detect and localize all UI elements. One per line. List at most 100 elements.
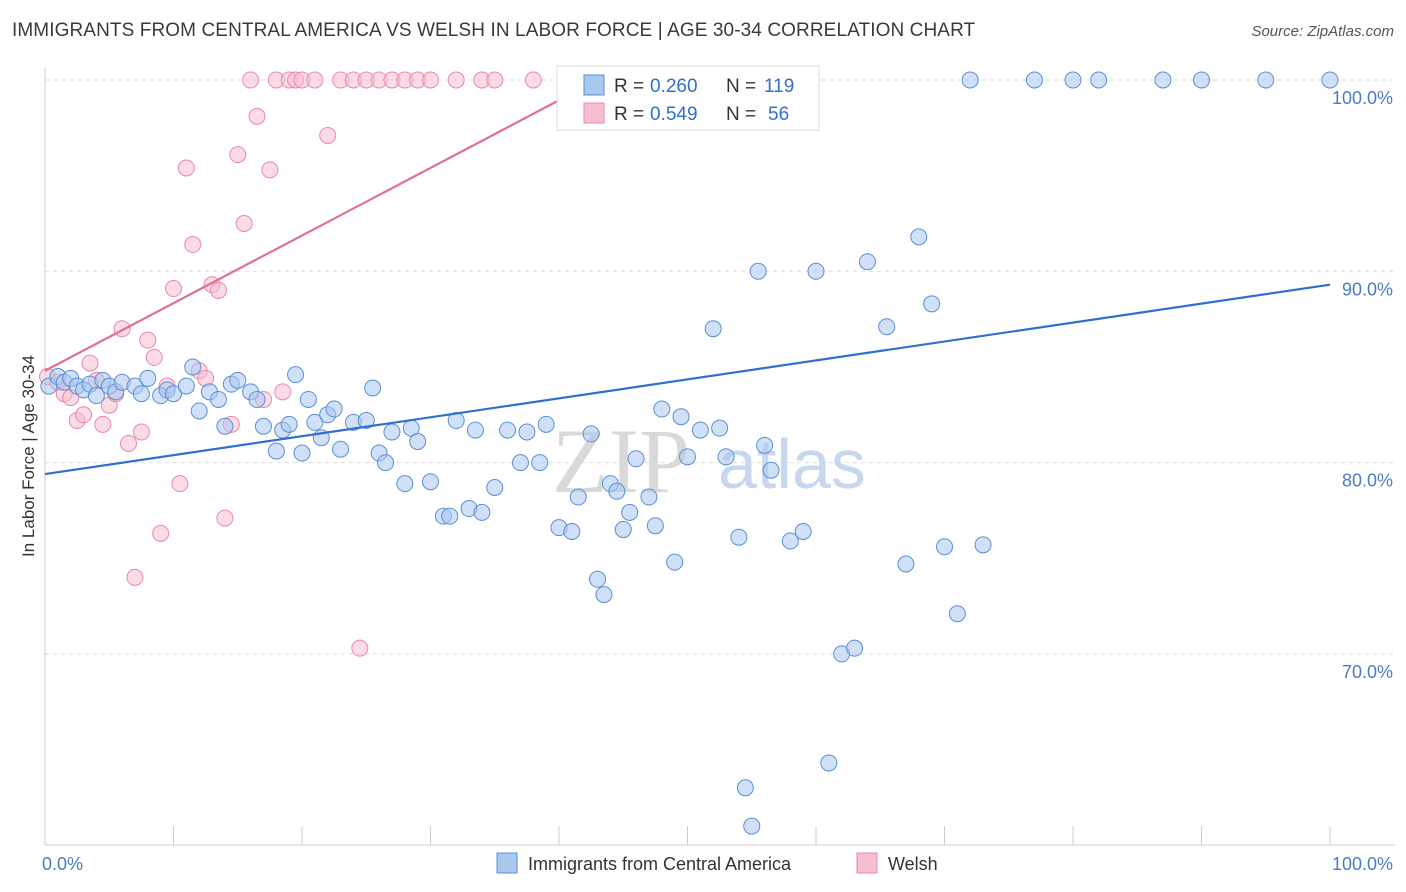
point-central-america <box>466 421 484 439</box>
point-central-america <box>1064 71 1082 89</box>
point-central-america <box>216 417 234 435</box>
point-welsh <box>422 71 439 89</box>
point-central-america <box>736 779 754 797</box>
point-welsh <box>486 71 504 89</box>
stats-n-value-pink: 56 <box>768 104 789 125</box>
point-central-america <box>531 454 549 472</box>
point-central-america <box>672 408 690 426</box>
point-central-america <box>621 503 639 521</box>
point-welsh <box>94 415 112 433</box>
point-central-america <box>422 473 439 491</box>
point-central-america <box>441 507 459 525</box>
point-central-america <box>287 366 305 384</box>
point-central-america <box>878 318 896 336</box>
point-welsh <box>132 423 150 441</box>
point-central-america <box>704 320 722 338</box>
point-welsh <box>120 434 138 452</box>
point-central-america <box>781 532 799 550</box>
point-welsh <box>184 236 202 254</box>
point-central-america <box>936 538 953 556</box>
point-central-america <box>364 379 382 397</box>
point-welsh <box>447 71 465 89</box>
point-central-america <box>132 385 150 403</box>
point-welsh <box>209 281 227 299</box>
stats-r-label-blue: R = <box>614 76 644 97</box>
stats-n-label-pink: N = <box>726 104 756 125</box>
point-central-america <box>730 528 748 546</box>
gridlines <box>45 79 1395 655</box>
point-central-america <box>357 412 375 430</box>
point-welsh <box>235 214 253 232</box>
point-central-america <box>280 415 298 433</box>
trend-lines <box>44 79 1331 476</box>
source-credit: Source: ZipAtlas.com <box>1251 23 1394 40</box>
point-welsh <box>242 71 260 89</box>
x-tick-label-max: 100.0% <box>1332 854 1393 874</box>
point-central-america <box>377 454 395 472</box>
point-central-america <box>679 448 696 466</box>
stats-box: R = 0.260 N = 119 R = 0.549 N = 56 <box>556 65 820 131</box>
point-central-america <box>248 390 266 408</box>
point-central-america <box>589 570 607 588</box>
stats-swatch-pink <box>583 102 605 124</box>
point-central-america <box>184 358 202 376</box>
point-welsh <box>81 354 99 372</box>
point-central-america <box>190 402 208 420</box>
point-central-america <box>537 415 555 433</box>
tick-labels: 70.0% 80.0% 90.0% 100.0% 0.0% 100.0% <box>42 88 1393 874</box>
point-welsh <box>145 348 163 366</box>
stats-swatch-blue <box>583 74 605 96</box>
point-welsh <box>274 383 292 401</box>
point-central-america <box>1025 71 1043 89</box>
trend-line-central-america <box>44 283 1331 476</box>
watermark-atlas: atlas <box>718 425 866 503</box>
point-central-america <box>87 387 105 405</box>
legend-label-pink: Welsh <box>888 854 938 874</box>
point-central-america <box>846 639 864 657</box>
point-central-america <box>1090 71 1108 89</box>
point-welsh <box>216 509 234 527</box>
point-central-america <box>743 817 761 835</box>
y-axis-label: In Labor Force | Age 30-34 <box>19 355 38 557</box>
point-welsh <box>139 331 157 349</box>
point-central-america <box>948 605 966 623</box>
point-central-america <box>749 262 767 280</box>
legend-swatch-pink <box>856 852 878 874</box>
point-central-america <box>820 754 838 772</box>
point-central-america <box>306 413 324 431</box>
point-welsh <box>126 568 144 586</box>
legend-swatch-blue <box>496 852 518 874</box>
point-central-america <box>627 450 645 468</box>
point-welsh <box>171 475 189 493</box>
point-central-america <box>858 253 876 271</box>
point-central-america <box>139 369 157 387</box>
point-central-america <box>640 488 658 506</box>
y-tick-label: 90.0% <box>1342 279 1393 299</box>
point-central-america <box>807 262 825 280</box>
stats-r-value-blue: 0.260 <box>650 76 698 97</box>
point-central-america <box>794 522 812 540</box>
point-welsh <box>177 159 195 177</box>
point-central-america <box>1193 71 1210 89</box>
point-central-america <box>569 488 587 506</box>
point-central-america <box>646 517 664 535</box>
stats-r-value-pink: 0.549 <box>650 104 698 125</box>
point-central-america <box>910 228 928 246</box>
point-central-america <box>177 377 195 395</box>
point-central-america <box>499 421 517 439</box>
trend-line-welsh <box>44 79 599 372</box>
point-welsh <box>229 146 247 164</box>
stats-n-label-blue: N = <box>726 76 756 97</box>
point-central-america <box>691 421 709 439</box>
point-central-america <box>486 478 504 496</box>
data-points <box>39 71 1339 835</box>
point-central-america <box>974 536 992 554</box>
point-central-america <box>961 71 979 89</box>
stats-n-value-blue: 119 <box>764 76 794 97</box>
point-central-america <box>1154 71 1172 89</box>
x-tick-label-min: 0.0% <box>42 854 83 874</box>
legend-label-blue: Immigrants from Central America <box>528 854 792 874</box>
point-central-america <box>595 586 613 604</box>
point-central-america <box>762 461 780 479</box>
